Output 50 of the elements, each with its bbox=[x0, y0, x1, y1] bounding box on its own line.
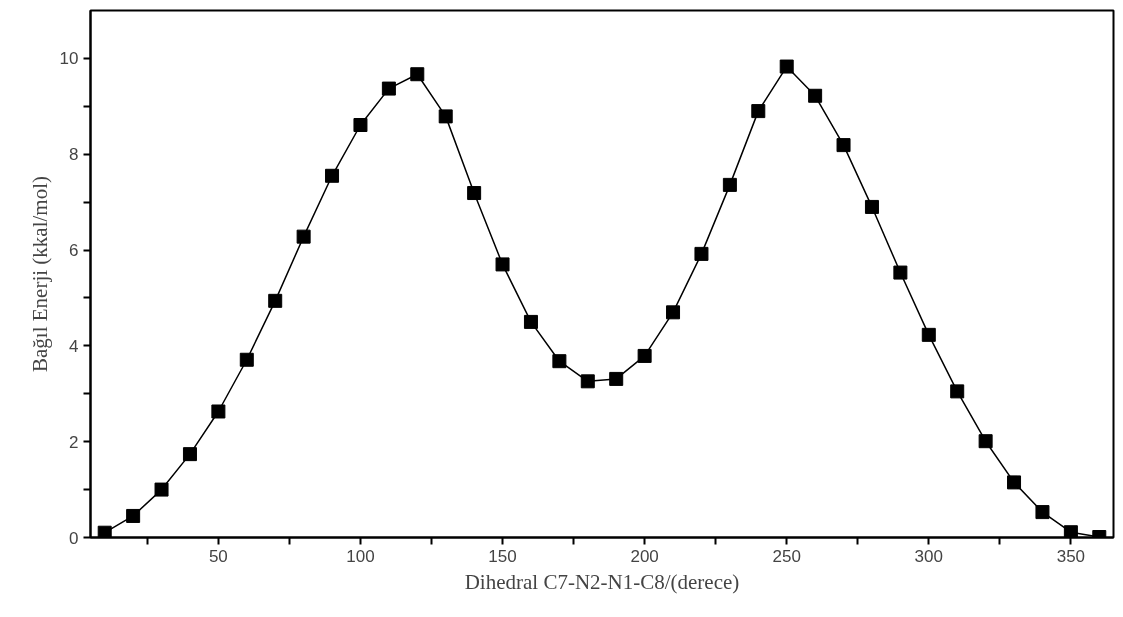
point bbox=[950, 384, 965, 399]
x-tick-label: 150 bbox=[488, 546, 517, 566]
point bbox=[836, 138, 851, 153]
point bbox=[552, 354, 567, 369]
y-tick-label: 10 bbox=[59, 49, 79, 69]
x-tick-label: 350 bbox=[1056, 546, 1086, 566]
y-axis-title: Bağıl Enerji (kkal/mol) bbox=[27, 176, 52, 372]
point bbox=[580, 374, 595, 389]
point bbox=[154, 482, 169, 497]
point bbox=[1035, 505, 1050, 520]
point bbox=[381, 81, 396, 96]
point bbox=[325, 168, 340, 183]
y-tick-label: 6 bbox=[69, 241, 79, 261]
point bbox=[694, 246, 709, 261]
point bbox=[495, 257, 510, 272]
point bbox=[211, 404, 226, 419]
y-tick-label: 2 bbox=[69, 432, 79, 452]
point bbox=[1063, 525, 1078, 538]
point bbox=[666, 305, 681, 320]
point bbox=[609, 371, 624, 386]
point bbox=[467, 186, 482, 201]
point bbox=[637, 348, 652, 363]
x-tick-label: 100 bbox=[346, 546, 375, 566]
x-tick-label: 300 bbox=[914, 546, 943, 566]
point bbox=[808, 88, 823, 103]
point bbox=[97, 525, 112, 538]
point bbox=[1007, 475, 1022, 490]
point bbox=[353, 118, 368, 132]
point bbox=[523, 314, 538, 329]
x-tick-label: 250 bbox=[772, 546, 801, 566]
x-tick-label: 200 bbox=[630, 546, 659, 566]
point bbox=[751, 104, 766, 119]
point bbox=[410, 67, 425, 82]
point bbox=[182, 447, 197, 462]
x-axis-title: Dihedral C7-N2-N1-C8/(derece) bbox=[464, 569, 740, 594]
point bbox=[438, 109, 453, 124]
x-tick-label: 50 bbox=[208, 546, 228, 566]
y-tick-label: 4 bbox=[69, 336, 79, 356]
point bbox=[239, 352, 254, 367]
point bbox=[779, 59, 794, 74]
point bbox=[126, 508, 141, 523]
y-tick-label: 8 bbox=[69, 145, 79, 165]
point bbox=[296, 229, 311, 244]
point bbox=[978, 434, 993, 449]
point bbox=[921, 327, 936, 342]
point bbox=[722, 177, 737, 192]
point bbox=[268, 293, 283, 308]
point bbox=[893, 265, 908, 280]
y-tick-label: 0 bbox=[69, 528, 79, 548]
point bbox=[864, 199, 879, 214]
